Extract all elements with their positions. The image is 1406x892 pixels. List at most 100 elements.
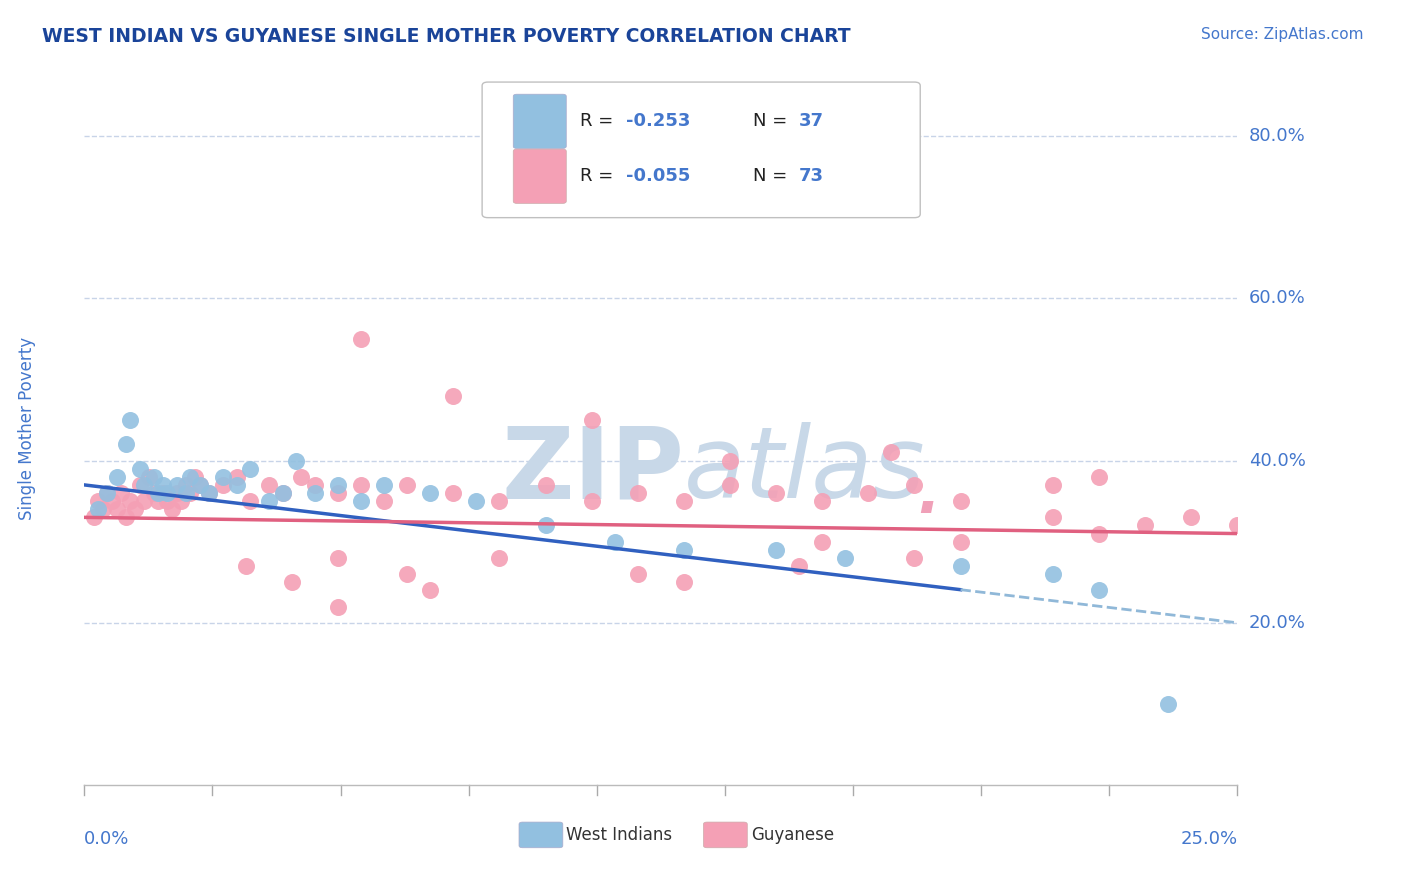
Point <box>166 478 188 492</box>
Point <box>1088 526 1111 541</box>
Text: 40.0%: 40.0% <box>1249 451 1306 469</box>
Point <box>441 389 464 403</box>
Point <box>239 494 262 508</box>
Point <box>1157 697 1180 711</box>
Point <box>326 550 349 565</box>
Point <box>1088 470 1111 484</box>
Point <box>198 486 221 500</box>
Point <box>188 478 211 492</box>
Point <box>128 478 150 492</box>
Text: R =: R = <box>581 112 619 130</box>
Point <box>188 478 211 492</box>
Point <box>96 486 118 500</box>
Point <box>350 332 373 346</box>
Text: 60.0%: 60.0% <box>1249 289 1306 308</box>
Point <box>225 470 247 484</box>
Point <box>281 575 304 590</box>
Point <box>134 478 156 492</box>
Point <box>96 486 118 500</box>
Point <box>627 567 650 582</box>
FancyBboxPatch shape <box>703 822 748 847</box>
FancyBboxPatch shape <box>513 149 567 203</box>
Point <box>134 494 156 508</box>
Text: atlas: atlas <box>683 423 925 519</box>
Text: .: . <box>914 437 946 533</box>
Point <box>239 461 262 475</box>
Point <box>105 470 128 484</box>
Point <box>1133 518 1156 533</box>
Point <box>672 575 695 590</box>
Point <box>419 583 441 598</box>
Point <box>834 550 856 565</box>
Text: 37: 37 <box>799 112 824 130</box>
Point <box>166 486 188 500</box>
Point <box>949 559 972 574</box>
Point <box>880 445 903 459</box>
Text: WEST INDIAN VS GUYANESE SINGLE MOTHER POVERTY CORRELATION CHART: WEST INDIAN VS GUYANESE SINGLE MOTHER PO… <box>42 27 851 45</box>
Point <box>156 494 179 508</box>
Point <box>304 486 326 500</box>
Point <box>534 518 557 533</box>
Point <box>128 461 150 475</box>
Point <box>290 470 312 484</box>
Point <box>903 478 925 492</box>
Point <box>211 470 233 484</box>
Point <box>465 494 488 508</box>
Point <box>142 470 165 484</box>
Point <box>396 567 419 582</box>
Point <box>170 494 193 508</box>
Point <box>326 599 349 614</box>
Point <box>1180 510 1202 524</box>
Text: 73: 73 <box>799 168 824 186</box>
Point <box>115 437 138 451</box>
Point <box>160 502 183 516</box>
Text: Single Mother Poverty: Single Mother Poverty <box>18 336 35 520</box>
Point <box>120 494 142 508</box>
Point <box>627 486 650 500</box>
Point <box>152 486 174 500</box>
Point <box>488 550 510 565</box>
Point <box>142 486 165 500</box>
Point <box>718 478 741 492</box>
Text: West Indians: West Indians <box>567 826 672 844</box>
Point <box>235 559 257 574</box>
Point <box>1088 583 1111 598</box>
Point <box>285 453 308 467</box>
Point <box>718 453 741 467</box>
Text: R =: R = <box>581 168 619 186</box>
Point <box>811 494 834 508</box>
Point <box>124 502 146 516</box>
Text: -0.055: -0.055 <box>626 168 690 186</box>
Point <box>110 486 132 500</box>
Point <box>373 494 395 508</box>
Point <box>419 486 441 500</box>
Text: N =: N = <box>754 168 793 186</box>
Point <box>949 494 972 508</box>
FancyBboxPatch shape <box>482 82 921 218</box>
Point <box>787 559 810 574</box>
Text: Source: ZipAtlas.com: Source: ZipAtlas.com <box>1201 27 1364 42</box>
Point <box>581 494 603 508</box>
Point <box>304 478 326 492</box>
Point <box>396 478 419 492</box>
Point <box>765 486 787 500</box>
Point <box>101 494 124 508</box>
Point <box>138 470 160 484</box>
Point <box>91 502 114 516</box>
Point <box>949 534 972 549</box>
Text: ZIP: ZIP <box>501 423 683 519</box>
Point <box>179 486 201 500</box>
Point <box>115 510 138 524</box>
Point <box>105 502 128 516</box>
Point <box>858 486 880 500</box>
Point <box>1042 567 1064 582</box>
Point <box>87 494 110 508</box>
Text: 80.0%: 80.0% <box>1249 128 1306 145</box>
Point <box>488 494 510 508</box>
Point <box>903 550 925 565</box>
Point <box>257 494 280 508</box>
Text: -0.253: -0.253 <box>626 112 690 130</box>
Point <box>211 478 233 492</box>
Point <box>811 534 834 549</box>
Point <box>1042 478 1064 492</box>
